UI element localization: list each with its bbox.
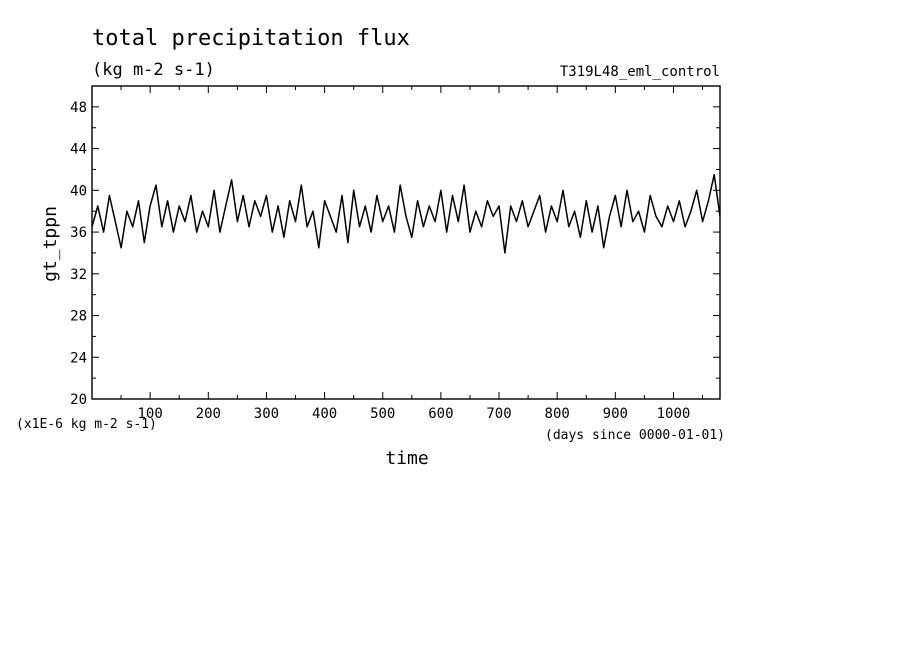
y-tick-label: 28 xyxy=(70,309,87,325)
x-axis-label: time xyxy=(385,448,428,469)
x-axis-ticks: 100 200 300 400 500 600 700 800 900 1000 xyxy=(120,86,704,422)
x-tick-label: 600 xyxy=(428,406,453,422)
y-axis-ticks: 20 24 28 32 36 40 44 48 xyxy=(70,85,720,408)
plot-frame xyxy=(91,85,721,400)
y-tick-label: 24 xyxy=(70,350,87,366)
x-tick-label: 700 xyxy=(486,406,511,422)
series-layer xyxy=(91,173,721,254)
y-tick-label: 40 xyxy=(70,183,87,199)
y-axis-label: gt_tppn xyxy=(40,206,61,282)
y-tick-label: 20 xyxy=(70,392,87,408)
x-tick-label: 300 xyxy=(254,406,279,422)
x-tick-label: 200 xyxy=(196,406,221,422)
y-tick-label: 48 xyxy=(70,100,87,116)
y-tick-label: 32 xyxy=(70,267,87,283)
chart-title: total precipitation flux xyxy=(92,26,410,51)
x-unit-label: (days since 0000-01-01) xyxy=(545,428,725,443)
x-tick-label: 800 xyxy=(545,406,570,422)
x-tick-label: 500 xyxy=(370,406,395,422)
y-unit-label: (x1E-6 kg m-2 s-1) xyxy=(16,417,157,432)
y-tick-label: 44 xyxy=(70,142,87,158)
x-tick-label: 900 xyxy=(603,406,628,422)
x-tick-label: 100 xyxy=(137,406,162,422)
x-tick-label: 400 xyxy=(312,406,337,422)
series-line xyxy=(91,173,721,254)
x-tick-label: 1000 xyxy=(657,406,691,422)
chart-subtitle: (kg m-2 s-1) xyxy=(92,60,215,80)
run-label: T319L48_eml_control xyxy=(560,64,720,80)
y-tick-label: 36 xyxy=(70,225,87,241)
